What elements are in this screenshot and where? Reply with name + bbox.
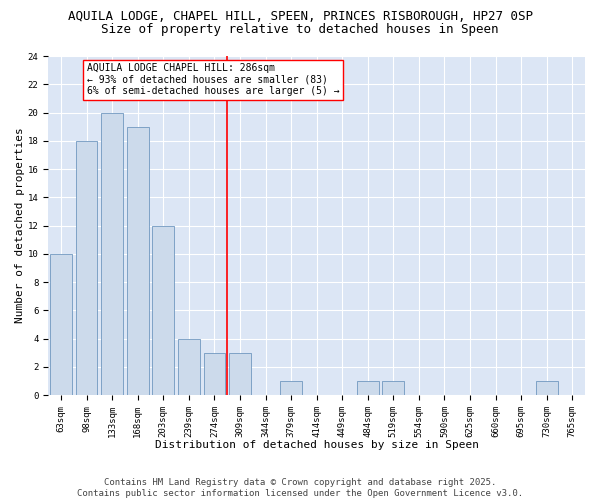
Bar [357, 381, 379, 395]
Bar [178, 338, 200, 395]
X-axis label: Distribution of detached houses by size in Speen: Distribution of detached houses by size … [155, 440, 479, 450]
Bar [382, 381, 404, 395]
Bar [76, 141, 97, 395]
Text: AQUILA LODGE, CHAPEL HILL, SPEEN, PRINCES RISBOROUGH, HP27 0SP: AQUILA LODGE, CHAPEL HILL, SPEEN, PRINCE… [67, 10, 533, 23]
Bar [536, 381, 557, 395]
Y-axis label: Number of detached properties: Number of detached properties [15, 128, 25, 324]
Bar [152, 226, 174, 395]
Bar [50, 254, 72, 395]
Bar [203, 353, 225, 395]
Text: Contains HM Land Registry data © Crown copyright and database right 2025.
Contai: Contains HM Land Registry data © Crown c… [77, 478, 523, 498]
Text: Size of property relative to detached houses in Speen: Size of property relative to detached ho… [101, 22, 499, 36]
Bar [127, 126, 149, 395]
Bar [229, 353, 251, 395]
Bar [101, 112, 123, 395]
Text: AQUILA LODGE CHAPEL HILL: 286sqm
← 93% of detached houses are smaller (83)
6% of: AQUILA LODGE CHAPEL HILL: 286sqm ← 93% o… [86, 63, 339, 96]
Bar [280, 381, 302, 395]
